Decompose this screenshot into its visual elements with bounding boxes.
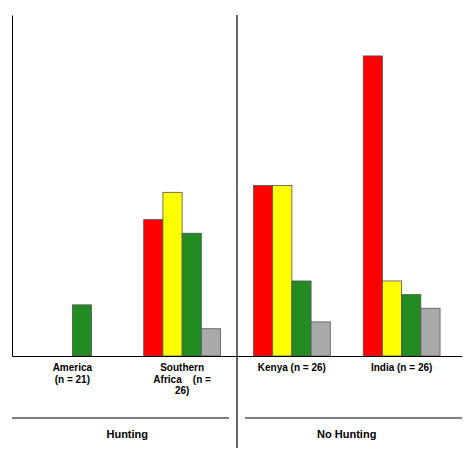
x-tick-label-line: 26) (175, 385, 189, 396)
bar (253, 186, 272, 357)
x-tick-label-line: Southern (160, 362, 204, 373)
bar (273, 186, 292, 357)
x-tick-label: America(n = 21) (53, 362, 93, 385)
bar (144, 220, 163, 356)
chart: America(n = 21) SouthernAfrica (n =26) Ken… (0, 0, 474, 474)
x-tick-label-line: (n = 21) (55, 374, 90, 385)
bar (292, 281, 311, 356)
bar (311, 322, 330, 356)
annotation: No Hunting (317, 428, 376, 440)
x-tick-label: Kenya (n = 26) (258, 362, 326, 373)
x-tick-label: India (n = 26) (371, 362, 432, 373)
x-tick: SouthernAfrica (n =26) (153, 362, 211, 396)
x-tick: Kenya (n = 26) (258, 362, 326, 373)
y-axis (12, 16, 13, 357)
x-tick-label-line: Kenya (n = 26) (258, 362, 326, 373)
bar (72, 305, 91, 356)
bar (201, 329, 220, 356)
bar (402, 295, 421, 356)
bar (182, 233, 201, 356)
bars (72, 56, 440, 356)
x-tick: America(n = 21) (53, 362, 93, 385)
annotation: Hunting (106, 428, 148, 440)
bar (382, 281, 401, 356)
divider (236, 15, 237, 448)
y-axis-line (12, 16, 13, 357)
x-tick-label-line: India (n = 26) (371, 362, 432, 373)
x-tick: India (n = 26) (371, 362, 432, 373)
plot: America(n = 21) SouthernAfrica (n =26) Ken… (12, 15, 463, 448)
x-tick-label-line: Africa (n = (153, 374, 211, 385)
bar (421, 308, 440, 356)
x-tick-label-line: America (53, 362, 93, 373)
group-bracket (12, 418, 229, 419)
bar (163, 192, 182, 356)
x-tick-label: SouthernAfrica (n =26) (153, 362, 211, 396)
group-bracket (245, 418, 462, 419)
bar (363, 56, 382, 356)
